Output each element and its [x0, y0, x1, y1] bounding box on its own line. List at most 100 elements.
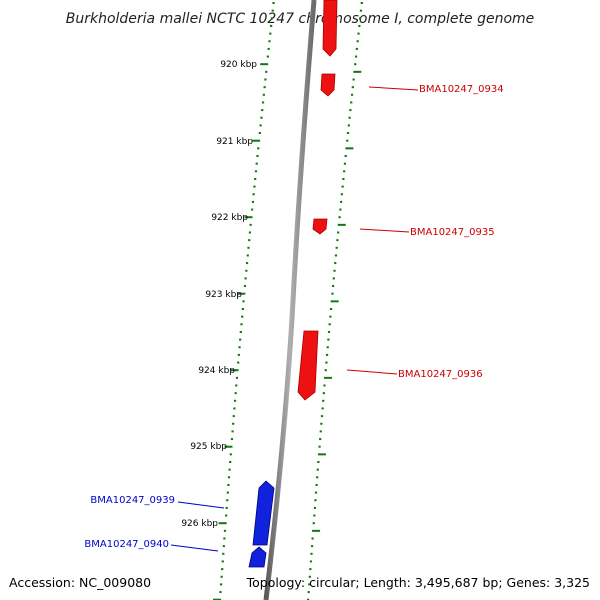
reverse-genes: [248, 480, 275, 568]
gene-label-0940: BMA10247_0940: [84, 539, 169, 550]
minor-tick: [225, 506, 228, 509]
minor-tick: [322, 399, 325, 402]
minor-tick: [354, 63, 357, 66]
major-tick: [324, 376, 333, 379]
gene-arrow-0939: [252, 480, 275, 546]
major-tick: [317, 453, 326, 456]
major-tick: [218, 522, 227, 525]
minor-tick: [357, 32, 360, 35]
minor-tick: [227, 476, 231, 479]
minor-tick: [245, 269, 248, 272]
minor-tick: [237, 361, 240, 364]
minor-tick: [320, 422, 323, 425]
minor-tick: [257, 147, 260, 150]
minor-tick: [344, 155, 347, 157]
minor-tick: [228, 468, 231, 471]
major-tick: [230, 369, 239, 372]
gene-arrow-top: [322, 0, 338, 57]
minor-tick: [348, 116, 351, 119]
major-tick: [312, 529, 321, 532]
minor-tick: [360, 2, 363, 4]
minor-tick: [316, 468, 319, 471]
minor-tick: [247, 246, 250, 249]
minor-tick: [254, 177, 257, 180]
gene-labels: BMA10247_0934 BMA10247_0935 BMA10247_093…: [84, 84, 504, 552]
minor-tick: [264, 78, 267, 81]
minor-tick: [241, 308, 244, 310]
minor-tick: [312, 522, 315, 525]
minor-tick: [321, 407, 324, 410]
minor-tick: [317, 461, 320, 463]
leader-line-0936: [346, 369, 398, 375]
minor-tick: [251, 200, 255, 203]
minor-tick: [256, 155, 259, 157]
gene-arrow-0940: [248, 546, 267, 568]
minor-tick: [340, 200, 343, 203]
minor-tick: [339, 208, 342, 211]
minor-tick: [349, 109, 352, 112]
minor-tick: [262, 93, 265, 96]
minor-tick: [335, 246, 338, 249]
minor-tick: [314, 499, 317, 502]
minor-tick: [223, 537, 226, 540]
minor-tick: [308, 583, 311, 586]
minor-tick: [359, 17, 362, 20]
minor-tick: [318, 445, 321, 448]
minor-tick: [358, 24, 361, 27]
minor-tick: [352, 78, 355, 81]
tick-rings: [213, 2, 363, 600]
minor-tick: [232, 422, 235, 425]
gene-label-0935: BMA10247_0935: [410, 227, 495, 238]
minor-tick: [336, 239, 339, 242]
minor-tick: [329, 308, 333, 310]
minor-tick: [244, 277, 247, 280]
minor-tick: [307, 591, 310, 594]
minor-tick: [249, 223, 252, 226]
minor-tick: [313, 514, 316, 517]
minor-tick: [239, 338, 242, 341]
major-tick: [237, 292, 246, 295]
minor-tick: [342, 177, 345, 180]
minor-tick: [356, 40, 359, 43]
minor-tick: [351, 86, 354, 89]
leader-line-0940: [170, 544, 219, 552]
minor-tick: [225, 514, 228, 517]
minor-tick: [327, 330, 331, 333]
minor-tick: [332, 285, 335, 288]
minor-tick: [309, 560, 313, 563]
minor-tick: [242, 300, 245, 303]
leader-line-0934: [368, 86, 419, 91]
minor-tick: [354, 55, 358, 58]
minor-tick: [347, 124, 350, 127]
position-label: 921 kbp: [216, 137, 253, 147]
minor-tick: [328, 323, 331, 326]
minor-tick: [310, 552, 313, 555]
minor-tick: [331, 292, 334, 295]
minor-tick: [316, 476, 319, 479]
minor-tick: [235, 384, 238, 387]
minor-tick: [235, 376, 239, 379]
minor-tick: [221, 568, 224, 571]
position-labels: 920 kbp 921 kbp 922 kbp 923 kbp 924 kbp …: [181, 60, 257, 529]
minor-tick: [329, 315, 332, 318]
major-tick: [213, 598, 222, 600]
minor-tick: [221, 560, 224, 563]
minor-tick: [222, 552, 225, 555]
minor-tick: [322, 392, 325, 395]
minor-tick: [327, 338, 330, 341]
minor-tick: [334, 262, 337, 265]
position-label: 926 kbp: [181, 519, 218, 529]
map-title: Burkholderia mallei NCTC 10247 chromosom…: [66, 11, 535, 27]
major-tick: [330, 300, 339, 303]
minor-tick: [222, 545, 225, 548]
position-label: 923 kbp: [205, 290, 242, 300]
minor-tick: [311, 537, 314, 540]
minor-tick: [266, 55, 269, 58]
minor-tick: [326, 346, 329, 349]
major-tick: [252, 139, 261, 142]
minor-tick: [232, 415, 235, 418]
minor-tick: [226, 491, 229, 494]
minor-tick: [315, 483, 318, 486]
minor-tick: [253, 185, 256, 188]
